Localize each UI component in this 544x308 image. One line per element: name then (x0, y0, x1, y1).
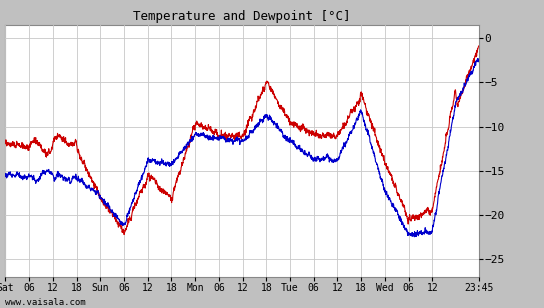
Text: www.vaisala.com: www.vaisala.com (5, 298, 86, 307)
Title: Temperature and Dewpoint [°C]: Temperature and Dewpoint [°C] (133, 10, 351, 23)
